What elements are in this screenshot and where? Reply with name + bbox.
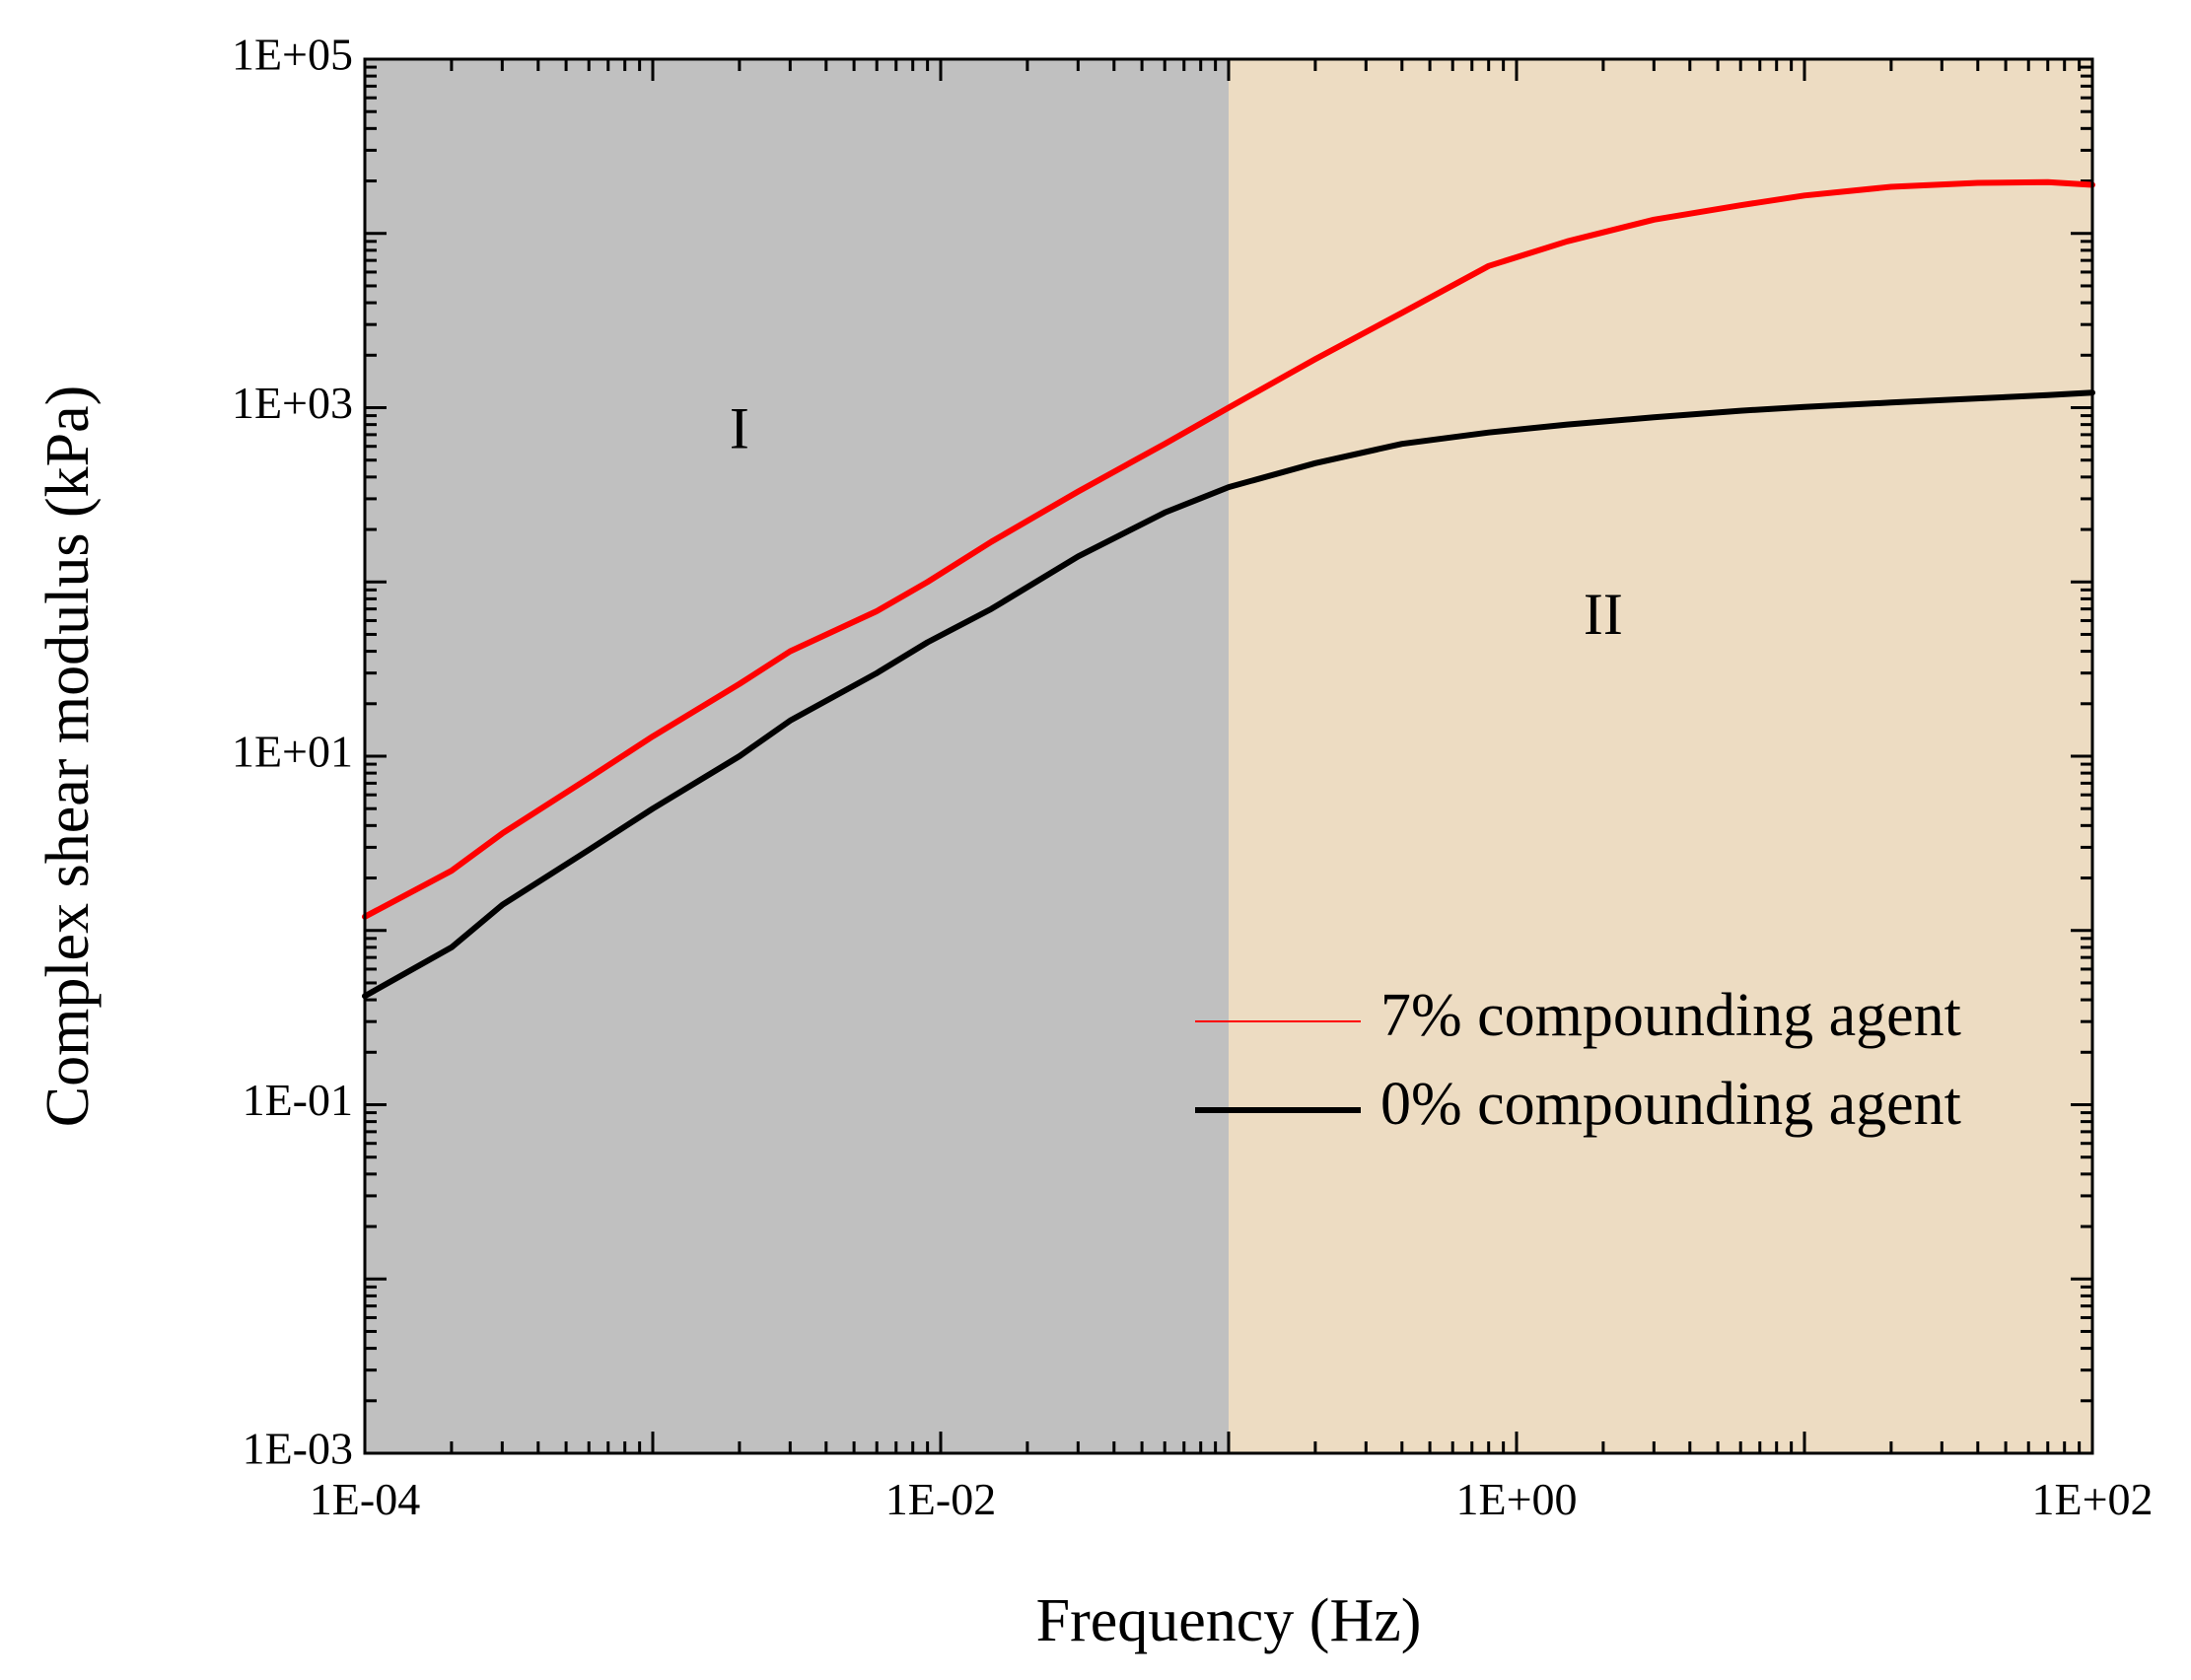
- series-lines: [362, 178, 2095, 1000]
- region-1-background: [365, 59, 1229, 1453]
- x-tick-label: 1E-04: [310, 1474, 420, 1524]
- y-axis-title: Complex shear modulus (kPa): [35, 385, 102, 1128]
- y-tick-label: 1E+05: [232, 30, 353, 80]
- x-axis-title: Frequency (Hz): [1036, 1587, 1422, 1654]
- region-2-label: II: [1584, 582, 1623, 647]
- series-line-2: [362, 389, 2095, 1000]
- x-tick-label: 1E+00: [1455, 1474, 1577, 1524]
- background-regions: III: [365, 59, 2092, 1453]
- legend: 7% compounding agent 0% compounding agent: [1195, 982, 1961, 1138]
- axis-tick-labels: 1E-04 1E-02 1E+00 1E+02 1E-03 1E-01 1E+01 1E+03…: [232, 30, 2154, 1524]
- legend-label-2: 0% compounding agent: [1380, 1071, 1961, 1138]
- x-tick-label: 1E-02: [885, 1474, 996, 1524]
- series-line-1: [362, 178, 2095, 920]
- region-2-background: [1229, 59, 2092, 1453]
- y-tick-label: 1E-03: [243, 1424, 353, 1474]
- y-tick-label: 1E+03: [232, 378, 353, 428]
- legend-label-1: 7% compounding agent: [1380, 982, 1961, 1049]
- y-tick-label: 1E-01: [243, 1075, 353, 1125]
- y-tick-label: 1E+01: [232, 727, 353, 777]
- region-1-label: I: [730, 396, 749, 461]
- x-tick-label: 1E+02: [2031, 1474, 2153, 1524]
- plot-frame: [363, 57, 2094, 1455]
